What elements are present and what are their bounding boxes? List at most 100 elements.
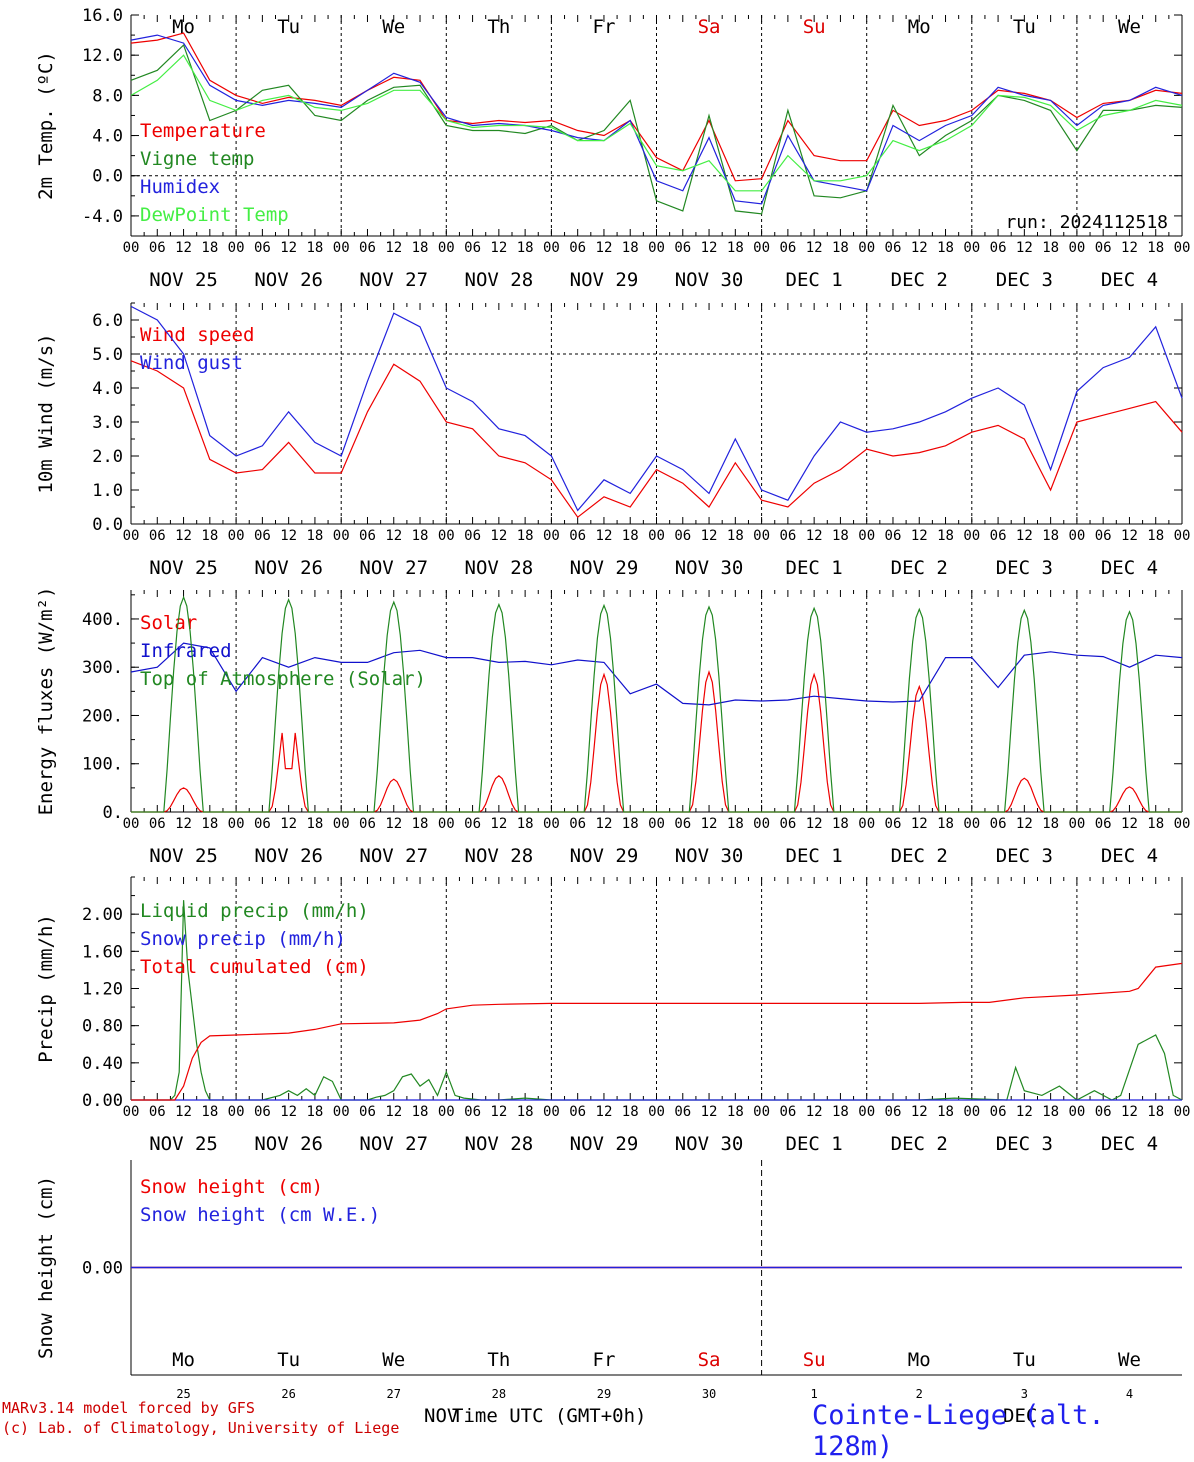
x-hour-label: 18	[1042, 528, 1059, 544]
x-hour-label: 06	[885, 528, 902, 544]
x-hour-label: 06	[464, 240, 481, 256]
weekday-label: We	[382, 16, 405, 38]
y-axis-label: 2m Temp. (ºC)	[35, 51, 57, 200]
x-hour-label: 00	[963, 816, 980, 832]
x-hour-label: 12	[490, 1104, 507, 1120]
series-line-total-cumulated-cm-	[131, 962, 1183, 1101]
weekday-label: Tu	[277, 16, 300, 38]
weekday-label: We	[382, 1349, 405, 1371]
x-hour-label: 18	[727, 816, 744, 832]
x-hour-label: 12	[175, 240, 192, 256]
series-line-liquid-precip-mm-h-	[131, 900, 1183, 1101]
x-hour-label: 18	[622, 1104, 639, 1120]
weekday-label: Sa	[698, 16, 721, 38]
y-tick-label: 2.0	[92, 447, 123, 467]
x-hour-label: 00	[1068, 1104, 1085, 1120]
x-date-label: NOV 30	[675, 845, 744, 867]
x-hour-label: 12	[280, 816, 297, 832]
x-hour-label: 00	[1068, 240, 1085, 256]
x-hour-label: 12	[596, 1104, 613, 1120]
x-hour-label: 06	[149, 240, 166, 256]
day-number-label: 3	[1021, 1387, 1028, 1401]
weekday-label: Th	[487, 1349, 510, 1371]
panel-4: 0.00 Snow height (cm) Mo 25 Tu 26 We 27 Th 28 Fr 29…	[35, 1160, 1182, 1401]
y-tick-label: 3.0	[92, 413, 123, 433]
x-hour-label: 00	[123, 240, 140, 256]
x-hour-label: 06	[569, 240, 586, 256]
series-line-humidex	[130, 34, 1183, 205]
legend-entry: Temperature	[140, 120, 266, 142]
x-hour-label: 06	[254, 1104, 271, 1120]
legend-entry: Wind speed	[140, 324, 254, 346]
weekday-label: We	[1118, 16, 1141, 38]
day-number-label: 2	[916, 1387, 923, 1401]
x-hour-label: 18	[832, 1104, 849, 1120]
x-hour-label: 18	[517, 240, 534, 256]
weekday-label: Mo	[908, 16, 931, 38]
x-hour-label: 00	[438, 816, 455, 832]
x-date-label: DEC 3	[996, 1133, 1053, 1155]
x-hour-label: 06	[779, 816, 796, 832]
x-hour-label: 18	[1042, 816, 1059, 832]
x-hour-label: 18	[306, 816, 323, 832]
x-hour-label: 18	[622, 816, 639, 832]
footer-model: MARv3.14 model forced by GFS	[2, 1399, 255, 1417]
x-hour-label: 06	[885, 240, 902, 256]
x-date-label: DEC 4	[1101, 557, 1158, 579]
x-hour-label: 06	[254, 240, 271, 256]
x-date-label: NOV 27	[359, 845, 428, 867]
y-tick-label: 6.0	[92, 311, 123, 331]
x-hour-label: 00	[333, 528, 350, 544]
x-hour-label: 06	[779, 1104, 796, 1120]
y-tick-label: 0.0	[92, 167, 123, 187]
x-hour-label: 12	[385, 1104, 402, 1120]
x-date-label: NOV 29	[570, 845, 639, 867]
y-axis-label: Energy fluxes (W/m²)	[35, 587, 57, 816]
x-date-label: NOV 26	[254, 557, 323, 579]
weekday-label: Fr	[593, 1349, 616, 1371]
x-hour-label: 06	[359, 816, 376, 832]
footer-copyright: (c) Lab. of Climatology, University of L…	[2, 1419, 400, 1437]
legend-entry: Infrared	[140, 640, 232, 662]
x-hour-label: 18	[1042, 1104, 1059, 1120]
x-hour-label: 06	[359, 1104, 376, 1120]
x-hour-label: 00	[123, 528, 140, 544]
x-date-label: NOV 29	[570, 1133, 639, 1155]
series-line-temperature	[130, 32, 1183, 182]
x-hour-label: 18	[1147, 1104, 1164, 1120]
x-hour-label: 06	[464, 528, 481, 544]
y-tick-label: 8.0	[92, 86, 123, 106]
y-tick-label: 16.0	[82, 6, 123, 26]
x-hour-label: 06	[674, 528, 691, 544]
x-hour-label: 12	[911, 240, 928, 256]
x-hour-label: 00	[858, 528, 875, 544]
series-line-vigne-temp	[130, 44, 1183, 215]
legend-entry: Top of Atmosphere (Solar)	[140, 668, 426, 690]
x-hour-label: 00	[228, 240, 245, 256]
x-hour-label: 18	[622, 240, 639, 256]
x-date-label: DEC 2	[891, 845, 948, 867]
x-hour-label: 00	[648, 1104, 665, 1120]
weekday-label: Fr	[593, 16, 616, 38]
series-line-wind-speed	[130, 360, 1183, 519]
x-hour-label: 12	[596, 528, 613, 544]
panel-3: 2.00 1.60 1.20 0.80 0.40 0.00 Precip (mm/h) 00 0…	[35, 876, 1190, 1155]
month-label-nov: NOV	[424, 1405, 459, 1427]
panel-2: 400. 300. 200. 100. 0. Energy fluxes (W/m²) 00…	[35, 587, 1190, 867]
x-hour-label: 18	[1147, 240, 1164, 256]
x-hour-label: 18	[937, 816, 954, 832]
x-hour-label: 18	[306, 1104, 323, 1120]
y-tick-label: 0.00	[82, 1259, 123, 1279]
y-tick-label: 0.40	[82, 1054, 123, 1074]
day-number-label: 29	[597, 1387, 611, 1401]
x-hour-label: 00	[228, 528, 245, 544]
x-date-label: NOV 30	[675, 269, 744, 291]
x-date-label: NOV 25	[149, 557, 218, 579]
x-date-label: DEC 2	[891, 1133, 948, 1155]
x-date-label: NOV 25	[149, 269, 218, 291]
station-name: Cointe-Liege (alt. 128m)	[812, 1400, 1105, 1462]
x-date-label: DEC 4	[1101, 845, 1158, 867]
x-date-label: DEC 1	[786, 557, 843, 579]
y-tick-label: 4.0	[92, 127, 123, 147]
x-hour-label: 06	[990, 240, 1007, 256]
